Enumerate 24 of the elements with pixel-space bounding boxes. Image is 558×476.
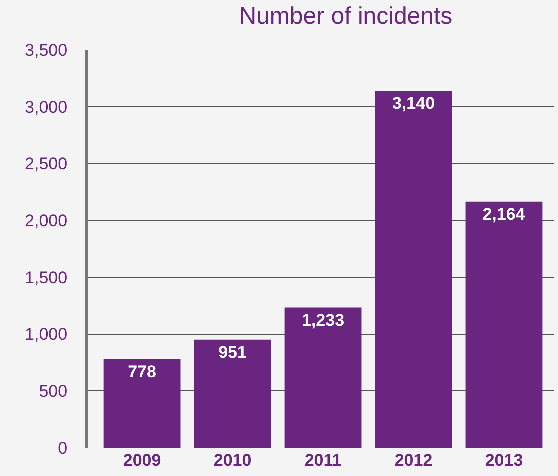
y-tick-label: 3,500 [25, 40, 68, 60]
data-label: 778 [128, 362, 156, 382]
data-label: 3,140 [392, 94, 436, 113]
y-tick-label: 2,500 [25, 154, 68, 174]
x-tick-label: 2012 [394, 451, 433, 470]
chart-title: Number of incidents [239, 2, 453, 30]
y-tick-label: 0 [58, 438, 68, 458]
data-label: 2,164 [482, 204, 526, 224]
x-tick-label: 2010 [214, 451, 252, 470]
bar [194, 340, 272, 448]
x-tick-label: 2009 [123, 451, 162, 470]
y-tick-label: 1,500 [25, 268, 68, 288]
x-tick-label: 2013 [485, 451, 524, 470]
x-tick-label: 2011 [304, 451, 342, 470]
bar [375, 90, 452, 448]
data-label: 1,233 [302, 310, 345, 330]
y-tick-label: 1,000 [25, 325, 68, 344]
y-tick-label: 2,000 [25, 212, 68, 231]
data-label: 951 [218, 342, 247, 362]
y-tick-label: 3,000 [25, 98, 68, 117]
y-tick-label: 500 [39, 382, 68, 402]
bar [466, 202, 543, 448]
bar [284, 308, 362, 448]
bar [104, 360, 181, 448]
